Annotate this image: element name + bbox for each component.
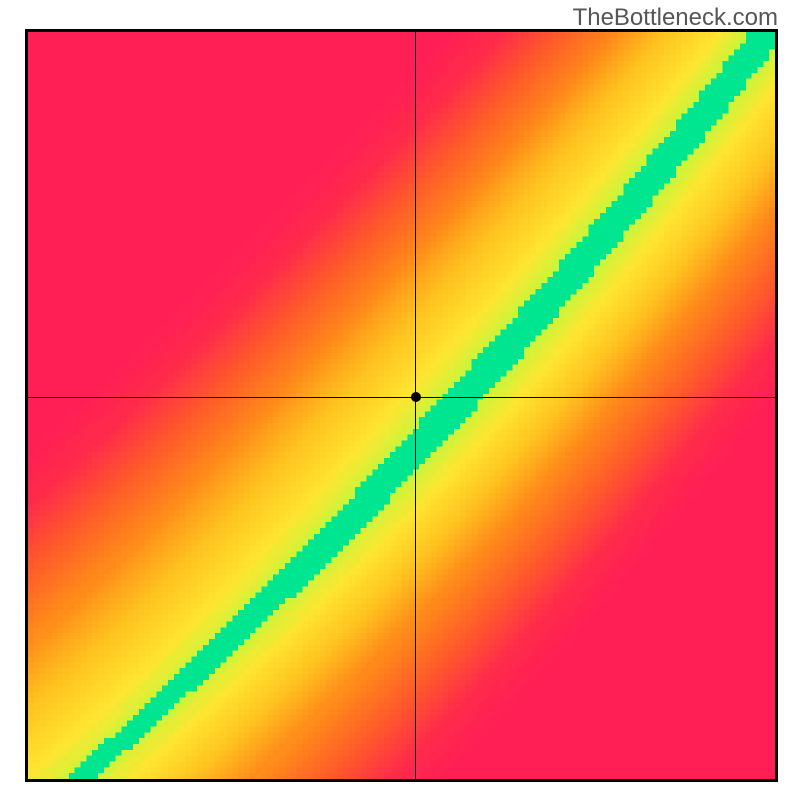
watermark-text: TheBottleneck.com xyxy=(573,4,778,32)
plot-border-bottom xyxy=(25,779,778,782)
plot-border-left xyxy=(25,29,28,782)
heatmap-canvas xyxy=(28,32,775,779)
crosshair-vertical xyxy=(415,32,416,779)
crosshair-point xyxy=(411,392,421,402)
chart-root: TheBottleneck.com xyxy=(0,0,800,800)
crosshair-horizontal xyxy=(28,397,775,398)
plot-border-right xyxy=(775,29,778,782)
